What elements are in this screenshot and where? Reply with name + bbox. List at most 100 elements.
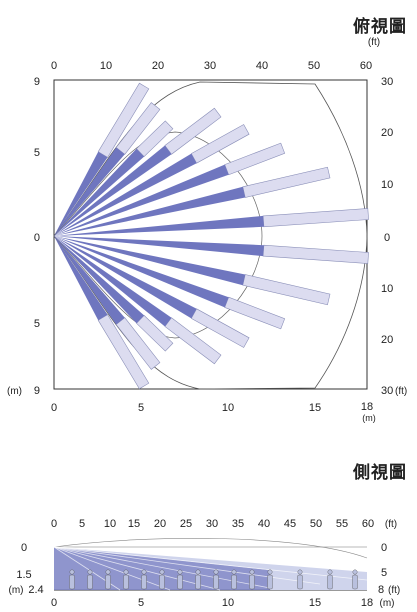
side-ft-tick: 45 — [284, 518, 296, 530]
top-right-tick: 30 — [381, 385, 393, 397]
person-figure-head — [69, 569, 75, 575]
side-view-diagram: 0 5 10 15 20 25 30 35 40 45 50 55 60 (ft… — [9, 518, 401, 609]
side-ft-tick: 40 — [258, 518, 270, 530]
person-figure-body — [327, 574, 333, 590]
side-ft-tick: 25 — [180, 518, 192, 530]
side-left-label: 1.5 — [16, 569, 31, 581]
beam-near-segment — [54, 236, 229, 308]
top-right-tick: 20 — [381, 334, 393, 346]
beam-near-segment — [54, 236, 197, 319]
person-figure-body — [105, 574, 111, 590]
person-figure-head — [105, 569, 111, 575]
side-beam-ray — [53, 546, 368, 561]
side-ft-tick: 15 — [128, 518, 140, 530]
top-ft-tick: 50 — [308, 60, 320, 72]
person-figure-head — [249, 569, 255, 575]
person-figure-head — [195, 569, 201, 575]
side-ft-tick: 60 — [362, 518, 374, 530]
top-m-tick: 15 — [309, 402, 321, 414]
side-upper-arc — [53, 538, 368, 559]
top-ft-tick: 20 — [152, 60, 164, 72]
person-figure-body — [87, 574, 93, 590]
top-right-tick: 30 — [381, 76, 393, 88]
beam-near-segment — [54, 236, 264, 257]
person-figure-head — [159, 569, 165, 575]
beam-far-segment — [224, 142, 286, 176]
top-ft-unit: (ft) — [368, 37, 380, 48]
side-ft-tick: 50 — [310, 518, 322, 530]
side-left-unit: (m) — [9, 585, 24, 596]
person-figure-body — [177, 574, 183, 590]
beam-far-segment — [164, 317, 222, 365]
side-beam-ray — [53, 546, 368, 569]
person-figure-body — [213, 574, 219, 590]
beam-near-segment — [54, 145, 172, 236]
side-ft-tick: 5 — [79, 518, 85, 530]
person-figure-body — [231, 574, 237, 590]
side-m-unit: (m) — [380, 598, 395, 609]
side-ft-tick: 35 — [232, 518, 244, 530]
side-ft-tick: 0 — [51, 518, 57, 530]
side-ft-unit: (ft) — [385, 519, 397, 530]
beam-far-segment — [242, 274, 331, 306]
beam-near-segment — [54, 236, 108, 321]
top-left-tick: 5 — [34, 147, 40, 159]
side-beam-ray — [53, 546, 171, 591]
beam-near-segment — [54, 236, 172, 327]
top-view-diagram: (ft) 0 10 20 30 40 50 60 0 5 10 15 18 (m… — [7, 37, 407, 423]
top-ft-tick: 40 — [256, 60, 268, 72]
side-ft-tick: 55 — [336, 518, 348, 530]
person-figure-body — [141, 574, 147, 590]
side-beam-ray — [53, 546, 321, 585]
beam-near-segment — [54, 147, 125, 236]
top-view-title: 俯視圖 — [353, 17, 407, 37]
beam-near-segment — [54, 148, 145, 236]
beam-near-segment — [54, 236, 246, 286]
side-beam-ray — [53, 546, 368, 581]
top-left-tick: 9 — [34, 385, 40, 397]
beam-near-segment — [54, 236, 125, 325]
beam-far-segment — [262, 208, 369, 228]
top-ft-tick: 60 — [360, 60, 372, 72]
person-figure-head — [87, 569, 93, 575]
beam-near-segment — [54, 186, 246, 236]
beam-near-segment — [54, 236, 145, 324]
side-right-unit: (ft) — [388, 585, 400, 596]
person-figure-head — [177, 569, 183, 575]
person-figure-head — [267, 569, 273, 575]
side-m-tick: 5 — [138, 597, 144, 609]
detection-area-outline — [53, 81, 368, 390]
top-right-tick: 10 — [381, 179, 393, 191]
person-figure-head — [213, 569, 219, 575]
person-figure-head — [327, 569, 333, 575]
top-view-frame — [53, 79, 368, 390]
person-figure-body — [267, 574, 273, 590]
person-figure-head — [297, 569, 303, 575]
top-right-tick: 0 — [384, 232, 390, 244]
person-figure-body — [159, 574, 165, 590]
side-right-label: 0 — [381, 542, 387, 554]
top-left-tick: 5 — [34, 318, 40, 330]
top-left-unit: (m) — [7, 386, 22, 397]
side-left-label: 2.4 — [28, 584, 43, 596]
side-beam-ray — [53, 546, 221, 591]
beam-near-segment — [54, 164, 229, 236]
side-right-label: 5 — [381, 567, 387, 579]
side-m-tick: 10 — [222, 597, 234, 609]
beam-near-segment — [54, 215, 264, 236]
person-figure-body — [123, 574, 129, 590]
top-ft-tick: 0 — [51, 60, 57, 72]
top-ft-tick: 10 — [100, 60, 112, 72]
person-figure-head — [352, 569, 358, 575]
side-left-label: 0 — [21, 542, 27, 554]
top-left-tick: 0 — [34, 232, 40, 244]
top-m-tick: 0 — [51, 402, 57, 414]
top-right-tick: 20 — [381, 127, 393, 139]
top-m-tick: 5 — [138, 402, 144, 414]
beam-far-segment — [262, 244, 369, 264]
person-figure-head — [141, 569, 147, 575]
person-figure-body — [297, 574, 303, 590]
side-person-figures — [69, 569, 358, 590]
person-figure-head — [123, 569, 129, 575]
detection-beams — [54, 82, 369, 390]
